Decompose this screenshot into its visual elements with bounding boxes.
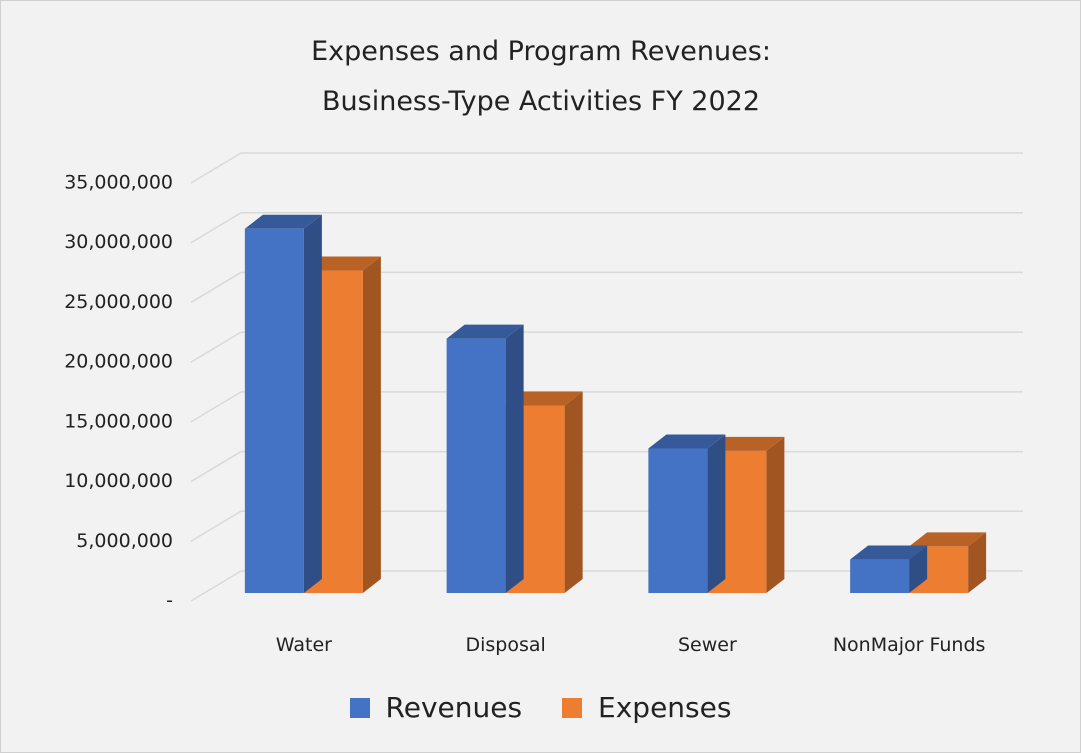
y-tick-label: 35,000,000 (64, 172, 173, 194)
grid-line (190, 450, 242, 483)
bar-side (505, 324, 524, 593)
bar-top (505, 391, 583, 406)
grid-line (190, 212, 242, 244)
bar-side (707, 434, 726, 593)
bar (446, 338, 506, 593)
bar-top (446, 324, 524, 339)
bar (648, 448, 708, 593)
y-tick-label: - (166, 590, 173, 612)
legend-label: Revenues (385, 691, 523, 724)
y-tick-label: 30,000,000 (64, 231, 173, 253)
y-tick-label: 5,000,000 (76, 530, 173, 552)
bar-top (648, 434, 726, 449)
legend-swatch (349, 697, 370, 718)
bar-side (766, 436, 785, 593)
bar-side (362, 256, 381, 593)
legend-swatch (562, 697, 583, 718)
bar-top (909, 532, 987, 547)
bar (244, 228, 304, 593)
chart-title: Expenses and Program Revenues: Business-… (311, 36, 771, 117)
y-tick-label: 20,000,000 (64, 351, 173, 373)
grid-line (190, 331, 242, 363)
bar-top (244, 214, 322, 229)
bar-side (968, 532, 987, 593)
grid-line (190, 271, 242, 304)
x-tick-label: Sewer (677, 634, 737, 656)
y-tick-label: 10,000,000 (64, 470, 173, 492)
legend-item: Revenues (349, 691, 523, 724)
bar-top (707, 436, 785, 451)
bar-top (303, 256, 381, 271)
grid-line (190, 570, 242, 602)
bar-side (303, 214, 322, 593)
bar (850, 559, 910, 593)
grid-line (190, 391, 242, 423)
bar-side (564, 391, 583, 593)
bar-top (850, 545, 928, 560)
grid-line (190, 510, 242, 542)
y-tick-label: 25,000,000 (64, 291, 173, 313)
legend: Revenues Expenses (1, 691, 1080, 724)
legend-label: Expenses (598, 691, 732, 724)
legend-item: Expenses (562, 691, 731, 724)
x-tick-label: Disposal (465, 634, 546, 656)
bar-side (909, 545, 928, 593)
y-tick-label: 15,000,000 (64, 410, 173, 432)
grid-line (190, 152, 242, 184)
x-tick-label: Water (275, 634, 332, 656)
x-tick-label: NonMajor Funds (832, 634, 986, 656)
